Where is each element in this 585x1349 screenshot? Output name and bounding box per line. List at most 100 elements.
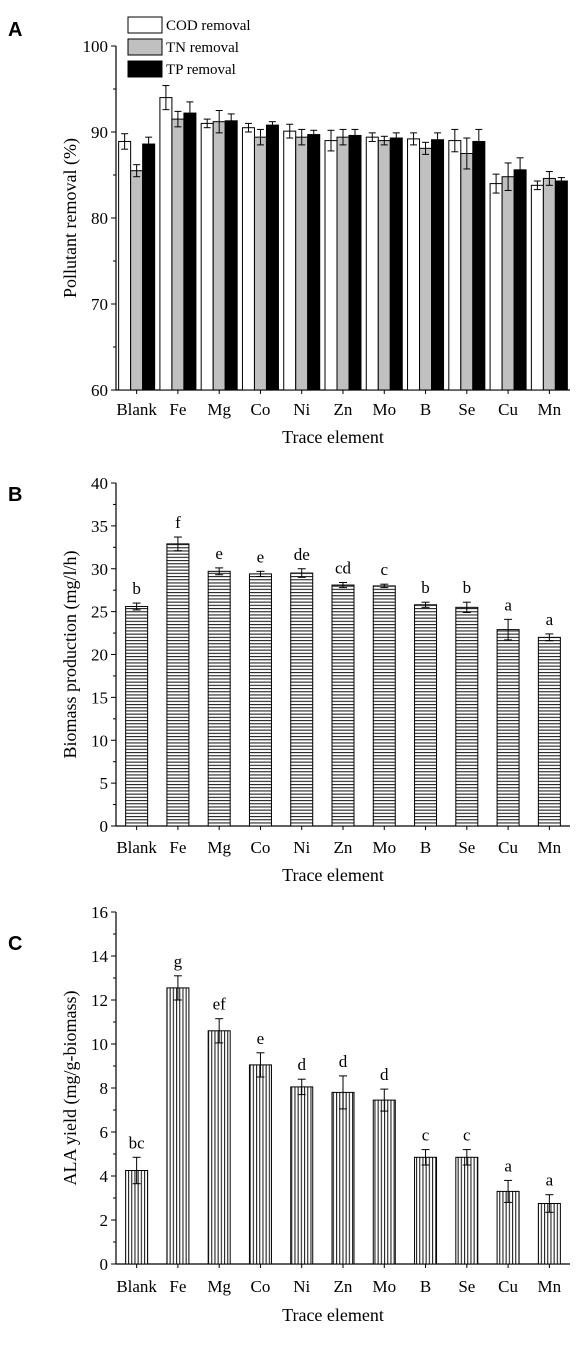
significance-letter: f xyxy=(175,513,181,532)
x-tick-label: Co xyxy=(251,1277,271,1296)
bar-tp-removal xyxy=(554,180,568,391)
bar-cod-removal xyxy=(200,122,214,391)
legend-swatch xyxy=(127,38,163,56)
x-tick-label: Mg xyxy=(207,1277,231,1296)
bar-cod-removal xyxy=(530,184,544,391)
y-tick-label: 6 xyxy=(100,1123,109,1142)
x-axis-title: Trace element xyxy=(282,427,384,447)
panel-letter: A xyxy=(8,19,22,41)
panel-letter: C xyxy=(8,933,22,955)
x-tick-label: Co xyxy=(251,400,271,419)
significance-letter: e xyxy=(257,547,265,566)
bar-tn-removal xyxy=(130,170,144,391)
x-tick-label: Fe xyxy=(169,1277,186,1296)
bar-tn-removal xyxy=(253,136,267,391)
x-axis-title: Trace element xyxy=(282,865,384,885)
significance-letter: d xyxy=(297,1055,306,1074)
bar xyxy=(331,584,355,827)
bar xyxy=(372,1099,396,1265)
x-tick-label: Cu xyxy=(498,400,518,419)
y-tick-label: 15 xyxy=(91,688,108,707)
x-tick-label: Cu xyxy=(498,1277,518,1296)
significance-letter: c xyxy=(380,560,388,579)
bar-cod-removal xyxy=(448,140,462,391)
y-tick-label: 25 xyxy=(91,603,108,622)
x-tick-label: Fe xyxy=(169,400,186,419)
x-tick-label: Mo xyxy=(372,838,396,857)
x-tick-label: Mo xyxy=(372,400,396,419)
significance-letter: e xyxy=(257,1029,265,1048)
x-tick-label: Blank xyxy=(116,1277,157,1296)
x-tick-label: Ni xyxy=(293,400,310,419)
significance-letter: d xyxy=(380,1065,389,1084)
y-tick-label: 10 xyxy=(91,731,108,750)
bar-tp-removal xyxy=(224,120,238,391)
bar-tp-removal xyxy=(513,169,527,391)
x-tick-label: Se xyxy=(458,838,475,857)
bar-cod-removal xyxy=(324,140,338,391)
bar xyxy=(125,605,149,827)
legend-label: TN removal xyxy=(166,40,239,56)
bar xyxy=(207,1030,231,1265)
y-tick-label: 90 xyxy=(91,123,108,142)
significance-letter: d xyxy=(339,1052,348,1071)
bar-tn-removal xyxy=(542,177,556,391)
bar-tn-removal xyxy=(460,153,474,391)
y-tick-label: 20 xyxy=(91,646,108,665)
significance-letter: bc xyxy=(129,1133,146,1152)
significance-letter: de xyxy=(294,545,310,564)
x-tick-label: Fe xyxy=(169,838,186,857)
bar xyxy=(414,604,438,827)
x-tick-label: Se xyxy=(458,400,475,419)
significance-letter: e xyxy=(215,544,223,563)
bar-tn-removal xyxy=(212,121,226,391)
bar xyxy=(207,570,231,827)
x-tick-label: Zn xyxy=(334,400,353,419)
significance-letter: cd xyxy=(335,558,352,577)
y-tick-label: 0 xyxy=(100,817,109,836)
bar-tp-removal xyxy=(472,140,486,391)
y-tick-label: 5 xyxy=(100,774,109,793)
x-tick-label: Mn xyxy=(538,400,562,419)
bar-cod-removal xyxy=(489,183,503,391)
legend-swatch xyxy=(127,16,163,34)
significance-letter: ef xyxy=(213,995,227,1014)
y-tick-label: 30 xyxy=(91,560,108,579)
bar xyxy=(331,1091,355,1265)
bar-tp-removal xyxy=(348,134,362,391)
panel-a: A 60 70 80 90 100 Blank Fe Mg Co Ni Zn Mo B Se Cu Mn Trac… xyxy=(8,16,570,447)
bar xyxy=(248,573,272,827)
x-tick-label: Se xyxy=(458,1277,475,1296)
x-tick-label: Zn xyxy=(334,1277,353,1296)
x-tick-label: Mg xyxy=(207,838,231,857)
x-tick-label: Mo xyxy=(372,1277,396,1296)
y-tick-label: 0 xyxy=(100,1255,109,1274)
bar xyxy=(414,1156,438,1265)
y-tick-label: 80 xyxy=(91,209,108,228)
y-tick-label: 60 xyxy=(91,381,108,400)
bar-tn-removal xyxy=(171,118,185,391)
y-axis-title: ALA yield (mg/g-biomass) xyxy=(60,991,81,1186)
bar-tp-removal xyxy=(431,139,445,391)
bar xyxy=(166,543,190,827)
x-tick-label: Blank xyxy=(116,838,157,857)
bar xyxy=(455,606,479,827)
y-tick-label: 100 xyxy=(83,37,109,56)
y-tick-label: 2 xyxy=(100,1211,109,1230)
x-tick-label: Mg xyxy=(207,400,231,419)
bar-tp-removal xyxy=(307,134,321,391)
significance-letter: a xyxy=(546,1171,554,1190)
x-tick-label: Co xyxy=(251,838,271,857)
legend-label: COD removal xyxy=(166,18,251,34)
y-tick-label: 14 xyxy=(91,947,109,966)
significance-letter: c xyxy=(463,1126,471,1145)
x-tick-label: B xyxy=(420,400,431,419)
y-tick-label: 10 xyxy=(91,1035,108,1054)
y-tick-label: 70 xyxy=(91,295,108,314)
x-tick-label: B xyxy=(420,1277,431,1296)
bar-tp-removal xyxy=(389,137,403,391)
bar-cod-removal xyxy=(365,136,379,391)
bar-tn-removal xyxy=(377,140,391,391)
x-tick-label: Mn xyxy=(538,1277,562,1296)
